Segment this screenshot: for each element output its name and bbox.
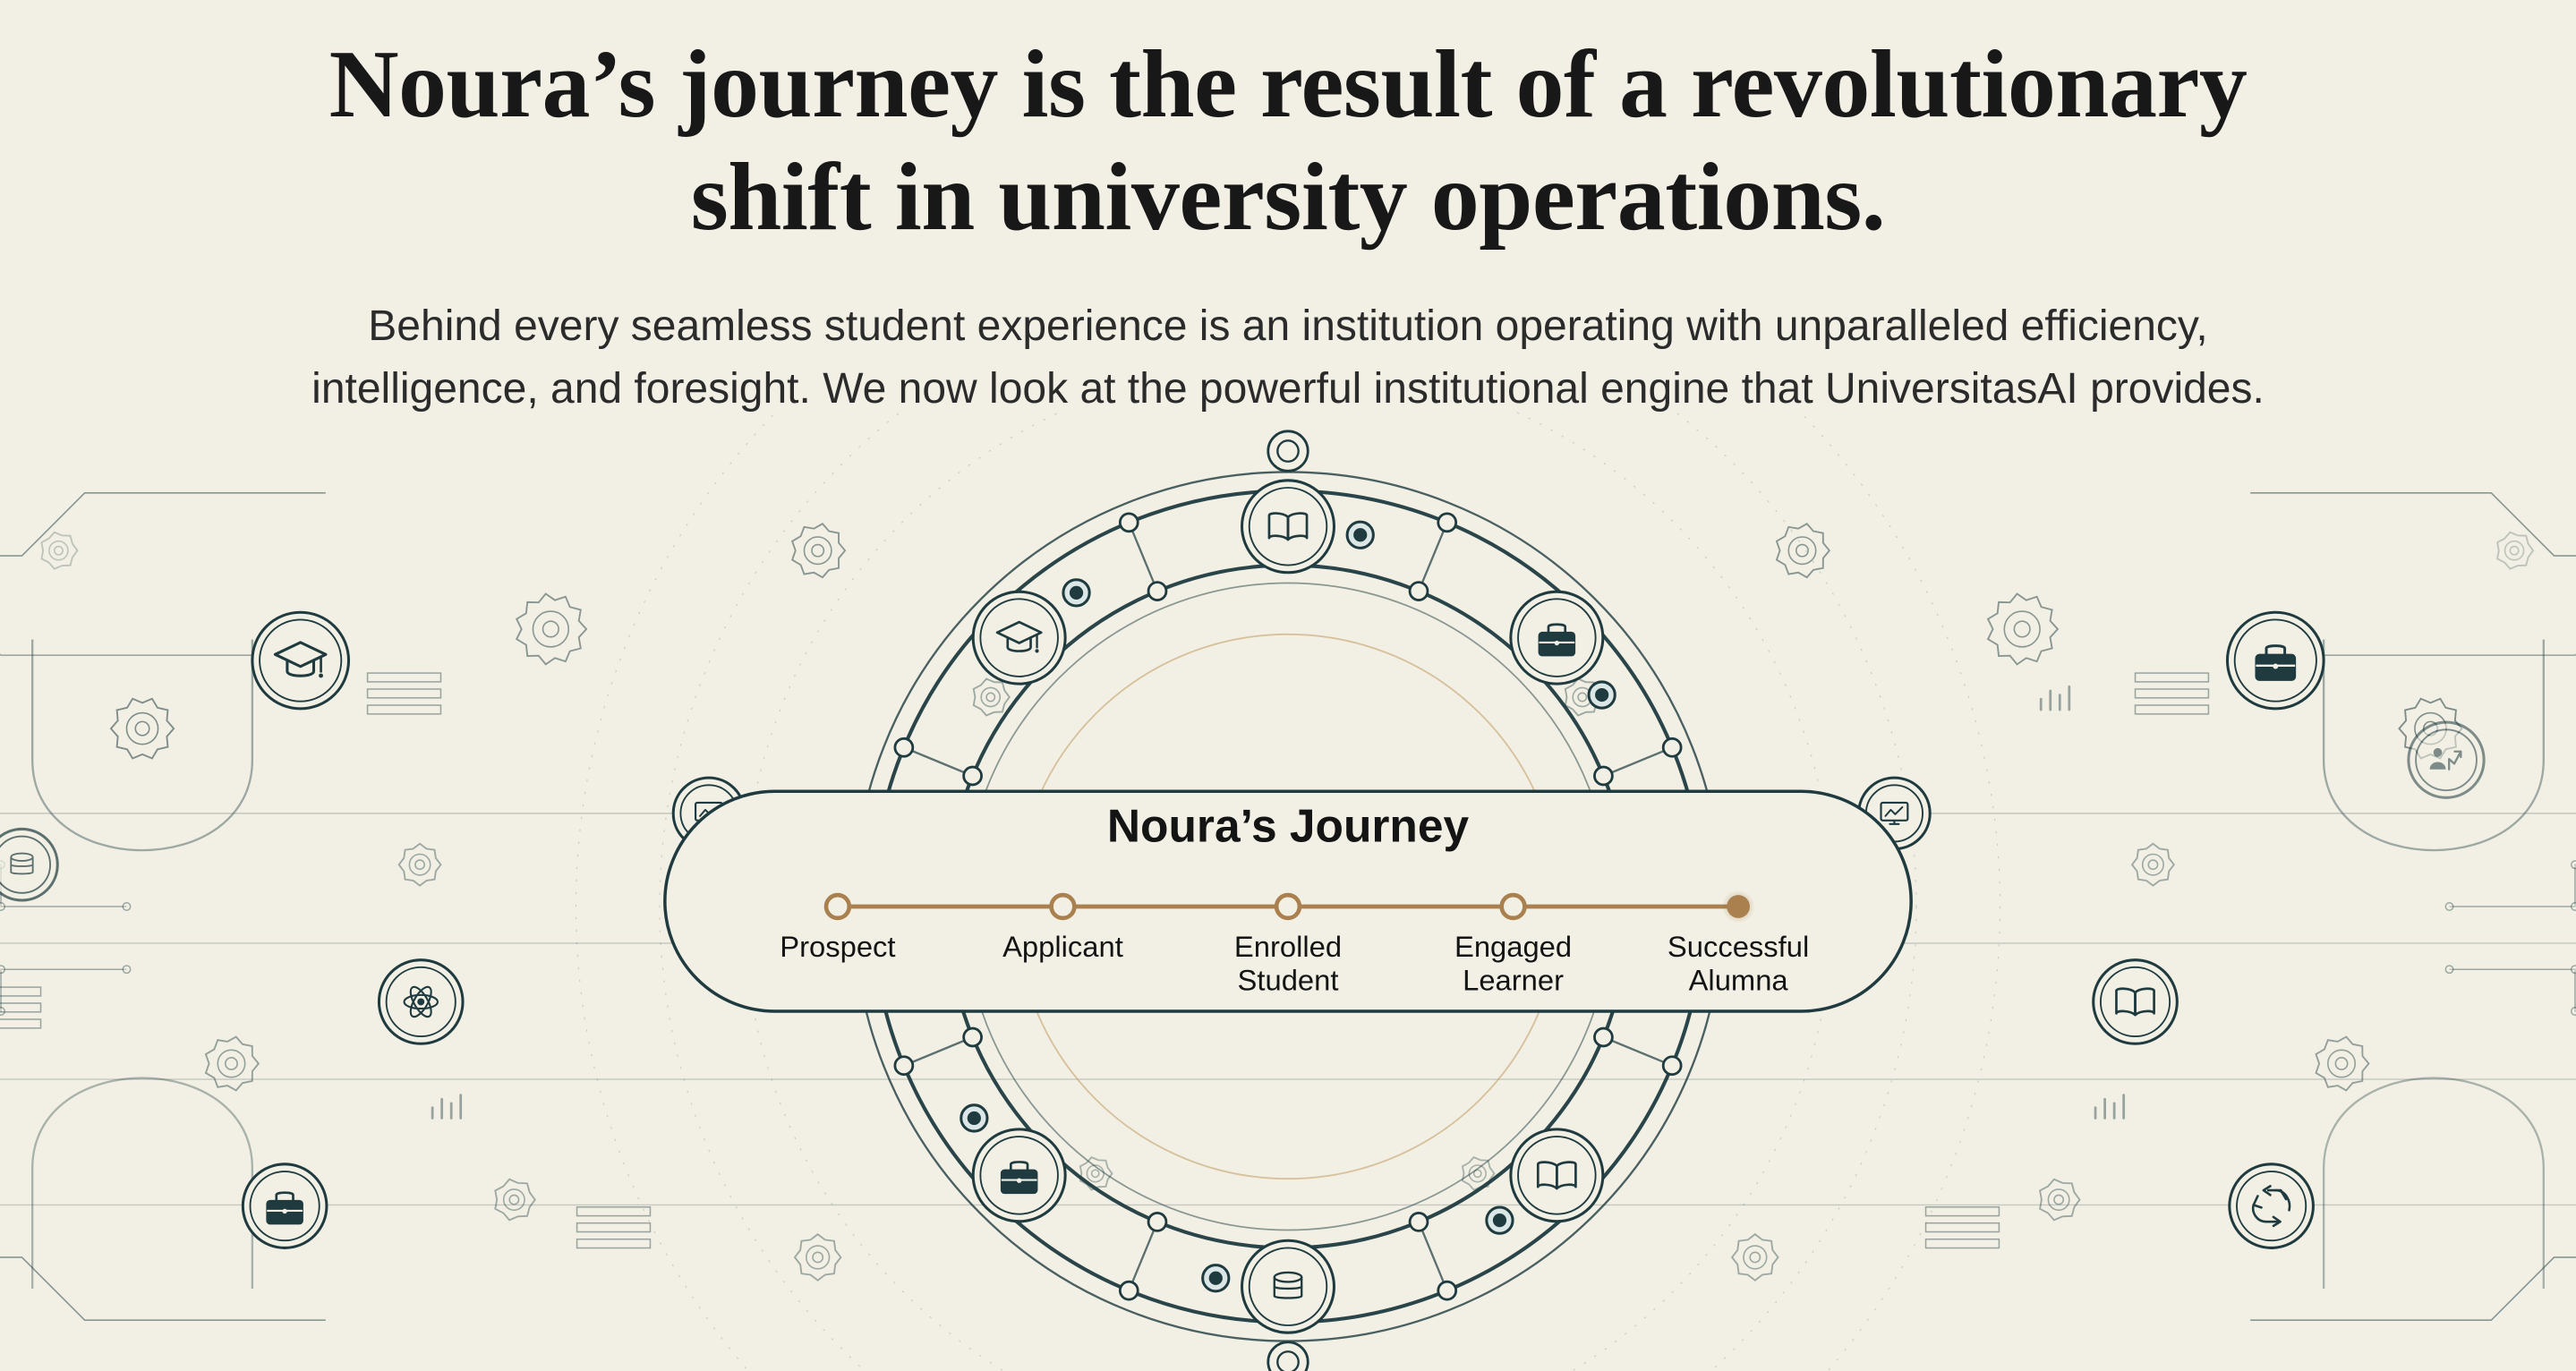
svg-text:Alumna: Alumna (1689, 964, 1789, 997)
svg-text:Prospect: Prospect (780, 930, 895, 963)
svg-text:Noura’s Journey: Noura’s Journey (1107, 799, 1470, 851)
svg-text:Student: Student (1238, 964, 1339, 997)
svg-text:Applicant: Applicant (1002, 930, 1123, 963)
svg-text:Learner: Learner (1463, 964, 1564, 997)
svg-text:Enrolled: Enrolled (1234, 930, 1342, 963)
svg-text:Successful: Successful (1668, 930, 1809, 963)
svg-text:Engaged: Engaged (1454, 930, 1572, 963)
